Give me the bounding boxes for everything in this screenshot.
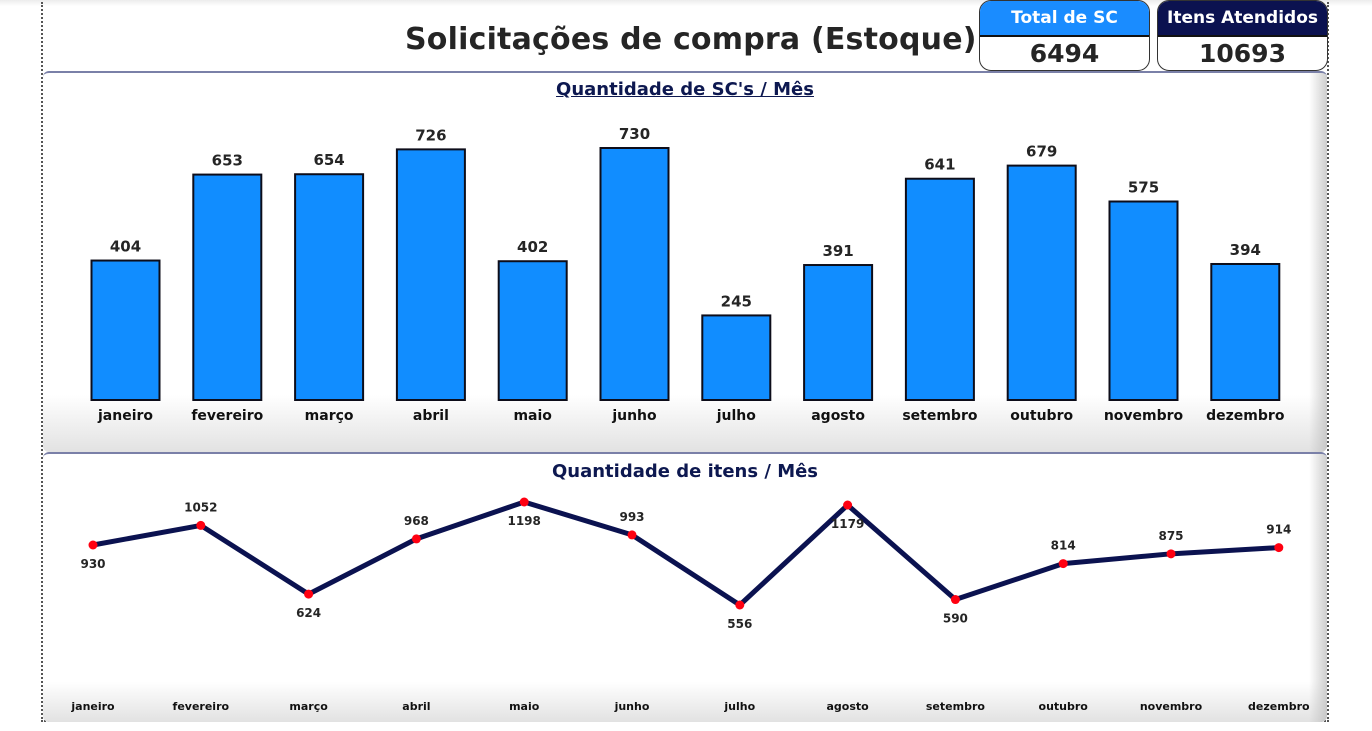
point-value-label: 590 xyxy=(943,612,968,626)
bar-chart-plot[interactable]: 404 janeiro 653 fevereiro 654 março 726 abril 40… xyxy=(43,73,1327,452)
point-março[interactable]: 624 xyxy=(296,589,321,621)
line-chart-plot[interactable]: 930 janeiro 1052 fevereiro 624 março 968 abril 1… xyxy=(43,454,1327,722)
marker-dot-icon[interactable] xyxy=(843,500,853,510)
bar-value-label: 404 xyxy=(110,238,141,256)
marker-dot-icon[interactable] xyxy=(1166,549,1176,559)
point-abril[interactable]: 968 xyxy=(404,514,429,544)
point-value-label: 930 xyxy=(80,557,105,571)
point-value-label: 1179 xyxy=(831,517,864,531)
x-axis-label: outubro xyxy=(1039,700,1089,713)
point-value-label: 556 xyxy=(727,617,752,631)
bar-dezembro[interactable]: 394 xyxy=(1210,241,1281,401)
x-axis-label: maio xyxy=(513,408,552,424)
x-axis-label: agosto xyxy=(811,408,865,424)
bar-março[interactable]: 654 xyxy=(294,151,365,402)
x-axis-label: junho xyxy=(611,408,657,424)
marker-dot-icon[interactable] xyxy=(88,540,98,550)
kpi-card-total-sc[interactable]: Total de SC 6494 xyxy=(979,0,1150,71)
bar-janeiro[interactable]: 404 xyxy=(90,238,161,401)
bar-agosto[interactable]: 391 xyxy=(803,242,874,401)
items-line xyxy=(92,499,1279,608)
x-axis-label: novembro xyxy=(1104,408,1184,424)
x-axis-label: agosto xyxy=(826,700,869,713)
x-axis-label: junho xyxy=(614,700,650,713)
bar-value-label: 726 xyxy=(415,126,446,144)
bar-junho[interactable]: 730 xyxy=(599,125,670,401)
point-value-label: 814 xyxy=(1051,539,1076,553)
kpi-value: 10693 xyxy=(1199,39,1286,68)
bar-chart-title: Quantidade de SC's / Mês xyxy=(556,79,814,100)
bar-outubro[interactable]: 679 xyxy=(1006,143,1077,401)
marker-dot-icon[interactable] xyxy=(735,600,745,610)
bar-value-label: 575 xyxy=(1128,179,1159,197)
x-axis-label: julho xyxy=(716,408,757,424)
point-value-label: 914 xyxy=(1266,523,1291,537)
point-value-label: 875 xyxy=(1158,529,1183,543)
bar-value-label: 641 xyxy=(924,156,955,174)
point-value-label: 993 xyxy=(619,510,644,524)
bar-value-label: 391 xyxy=(822,242,853,260)
bar-fevereiro[interactable]: 653 xyxy=(192,152,263,401)
bar-value-label: 653 xyxy=(212,152,243,170)
x-axis-label: outubro xyxy=(1010,408,1073,424)
point-value-label: 1052 xyxy=(184,500,217,514)
marker-dot-icon[interactable] xyxy=(627,530,637,540)
top-shade xyxy=(0,0,1372,6)
bar-value-label: 679 xyxy=(1026,143,1057,161)
kpi-label: Total de SC xyxy=(980,1,1149,37)
bar-setembro[interactable]: 641 xyxy=(904,156,975,402)
point-value-label: 624 xyxy=(296,606,321,620)
bar-novembro[interactable]: 575 xyxy=(1108,179,1179,401)
point-janeiro[interactable]: 930 xyxy=(80,540,106,571)
point-maio[interactable]: 1198 xyxy=(507,497,541,529)
x-axis-label: fevereiro xyxy=(173,700,230,713)
line-chart-panel[interactable]: Quantidade de itens / Mês 930 janeiro 1052… xyxy=(43,452,1327,722)
marker-dot-icon[interactable] xyxy=(196,520,206,530)
bar-value-label: 394 xyxy=(1230,241,1261,259)
x-axis-label: janeiro xyxy=(97,408,153,424)
marker-dot-icon[interactable] xyxy=(1274,543,1284,553)
x-axis-label: janeiro xyxy=(70,700,115,713)
point-fevereiro[interactable]: 1052 xyxy=(184,500,218,530)
bar-value-label: 402 xyxy=(517,238,548,256)
x-axis-label: março xyxy=(305,408,354,424)
point-agosto[interactable]: 1179 xyxy=(831,500,864,532)
marker-dot-icon[interactable] xyxy=(950,595,960,605)
x-axis-label: setembro xyxy=(926,700,985,713)
bar-value-label: 245 xyxy=(721,292,752,310)
x-axis-label: julho xyxy=(723,700,755,713)
x-axis-label: março xyxy=(289,700,328,713)
point-novembro[interactable]: 875 xyxy=(1158,529,1184,559)
point-dezembro[interactable]: 914 xyxy=(1266,523,1291,553)
kpi-card-itens-atendidos[interactable]: Itens Atendidos 10693 xyxy=(1157,0,1328,71)
point-outubro[interactable]: 814 xyxy=(1051,539,1076,569)
bar-abril[interactable]: 726 xyxy=(395,126,466,401)
point-julho[interactable]: 556 xyxy=(727,600,752,632)
marker-dot-icon[interactable] xyxy=(1058,559,1068,569)
bar-julho[interactable]: 245 xyxy=(701,292,772,401)
x-axis-label: abril xyxy=(402,700,430,713)
x-axis-label: maio xyxy=(509,700,540,713)
x-axis-label: dezembro xyxy=(1248,700,1310,713)
marker-dot-icon[interactable] xyxy=(519,497,529,507)
x-axis-label: fevereiro xyxy=(191,408,263,424)
bar-value-label: 730 xyxy=(619,125,650,143)
x-axis-label: novembro xyxy=(1140,700,1203,713)
x-axis-label: dezembro xyxy=(1206,408,1285,424)
marker-dot-icon[interactable] xyxy=(304,589,314,599)
bar-maio[interactable]: 402 xyxy=(497,238,568,401)
kpi-label: Itens Atendidos xyxy=(1158,1,1327,37)
bar-chart-panel[interactable]: Quantidade de SC's / Mês 404 janeiro 653 fe… xyxy=(43,71,1327,452)
point-value-label: 968 xyxy=(404,514,429,528)
point-setembro[interactable]: 590 xyxy=(943,595,968,626)
point-junho[interactable]: 993 xyxy=(619,510,645,540)
bar-value-label: 654 xyxy=(313,151,344,169)
page-title: Solicitações de compra (Estoque) xyxy=(405,22,977,57)
marker-dot-icon[interactable] xyxy=(411,534,421,544)
x-axis-label: abril xyxy=(413,408,449,424)
x-axis-label: setembro xyxy=(902,408,978,424)
point-value-label: 1198 xyxy=(507,514,540,528)
kpi-value: 6494 xyxy=(1029,39,1100,68)
line-chart-title: Quantidade de itens / Mês xyxy=(551,461,819,482)
